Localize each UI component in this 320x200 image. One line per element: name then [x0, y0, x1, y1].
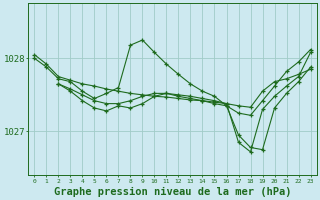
X-axis label: Graphe pression niveau de la mer (hPa): Graphe pression niveau de la mer (hPa)	[54, 186, 291, 197]
